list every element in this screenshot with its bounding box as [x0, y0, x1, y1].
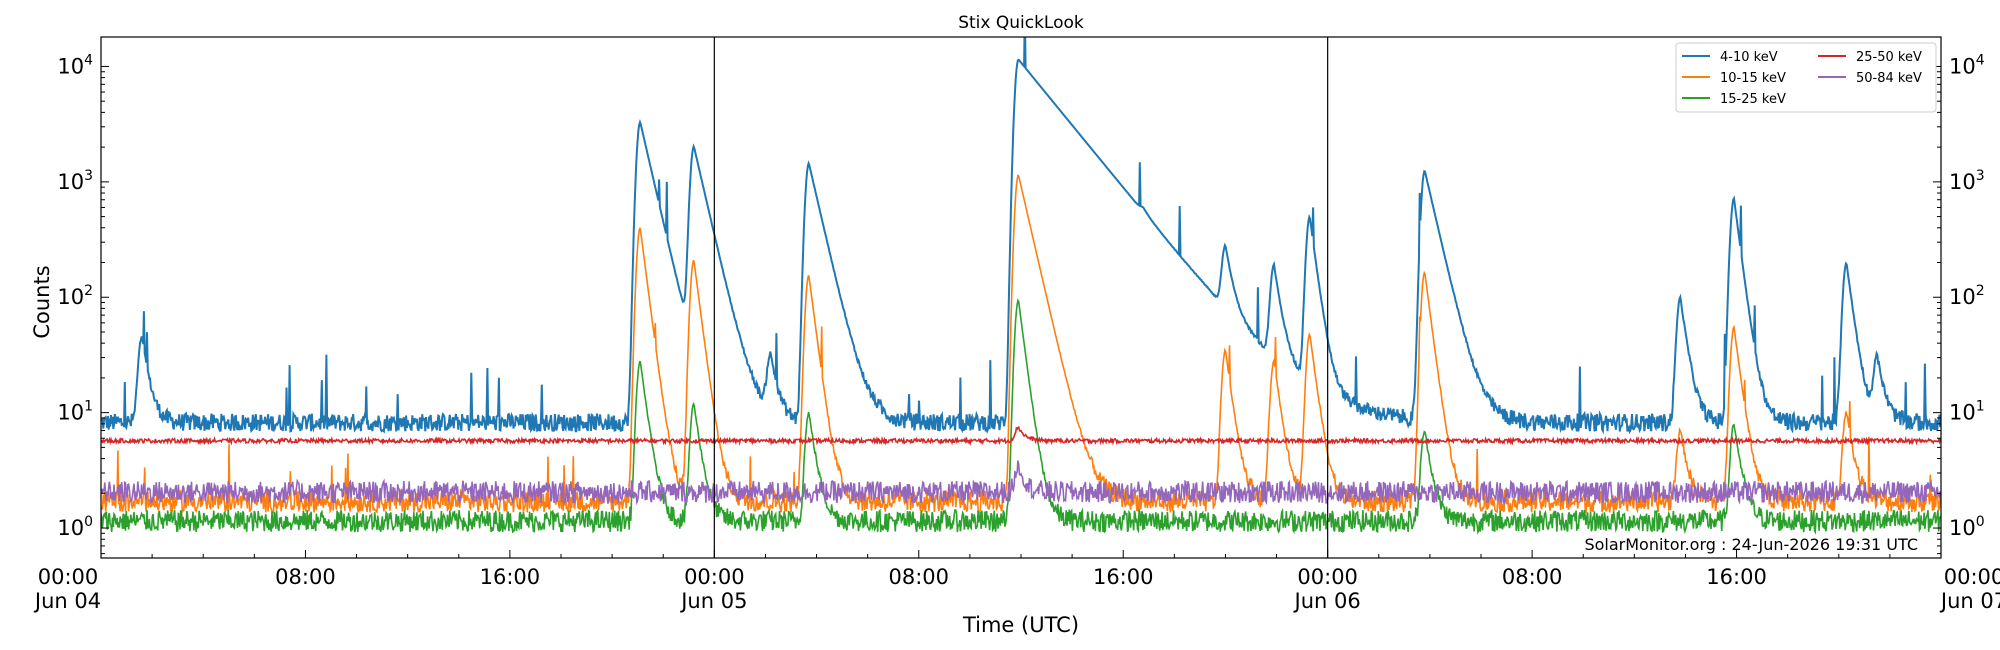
x-tick-label: 08:00	[889, 565, 950, 589]
legend-label: 4-10 keV	[1720, 50, 1778, 65]
legend-box	[1675, 42, 1937, 113]
x-tick-date-label: Jun 04	[33, 589, 101, 613]
credit-text: SolarMonitor.org : 24-Jun-2026 19:31 UTC	[1584, 535, 1918, 554]
plot-frame	[100, 36, 1942, 559]
series-line-25-50-kev	[101, 426, 1941, 446]
series-line-4-10-kev	[101, 37, 1941, 435]
y-tick-label-right: 104	[1949, 52, 1985, 78]
y-tick-label: 103	[57, 168, 93, 194]
chart-title: Stix QuickLook	[958, 13, 1084, 33]
y-tick-label: 102	[57, 283, 93, 309]
x-tick-label: 08:00	[275, 565, 336, 589]
y-tick-label: 101	[57, 399, 93, 425]
x-axis-label: Time (UTC)	[962, 613, 1079, 637]
y-tick-label-right: 101	[1949, 399, 1985, 425]
legend-label: 50-84 keV	[1856, 71, 1922, 86]
y-tick-label-right: 103	[1949, 168, 1985, 194]
series-layer	[101, 37, 1941, 535]
series-line-50-84-kev	[101, 460, 1941, 506]
x-tick-label: 16:00	[1093, 565, 1154, 589]
legend: 4-10 keV 10-15 keV 15-25 keV 25-50 keV 50-84…	[1675, 42, 1937, 113]
x-tick-date-label: Jun 06	[1293, 589, 1361, 613]
series-line-15-25-kev	[101, 298, 1941, 535]
x-tick-label: 16:00	[480, 565, 541, 589]
y-tick-label: 104	[57, 52, 93, 78]
x-tick-label: 00:00	[38, 565, 99, 589]
x-tick-label: 00:00	[1944, 565, 2000, 589]
y-axis-label: Counts	[30, 265, 54, 338]
series-line-10-15-kev	[101, 174, 1941, 515]
legend-label: 25-50 keV	[1856, 50, 1922, 65]
x-tick-label: 00:00	[684, 565, 745, 589]
x-tick-date-label: Jun 07	[1939, 589, 2000, 613]
legend-label: 10-15 keV	[1720, 71, 1786, 86]
y-tick-label-right: 100	[1949, 514, 1985, 540]
y-tick-label-right: 102	[1949, 283, 1985, 309]
x-tick-label: 16:00	[1706, 565, 1767, 589]
legend-label: 15-25 keV	[1720, 92, 1786, 107]
x-tick-label: 00:00	[1297, 565, 1358, 589]
day-boundary-lines	[713, 37, 1329, 558]
x-tick-date-label: Jun 05	[679, 589, 747, 613]
x-tick-label: 08:00	[1502, 565, 1563, 589]
y-axis: 100 100 101 101 102 102 103 103 104 104	[57, 52, 1985, 555]
y-tick-label: 100	[57, 514, 93, 540]
